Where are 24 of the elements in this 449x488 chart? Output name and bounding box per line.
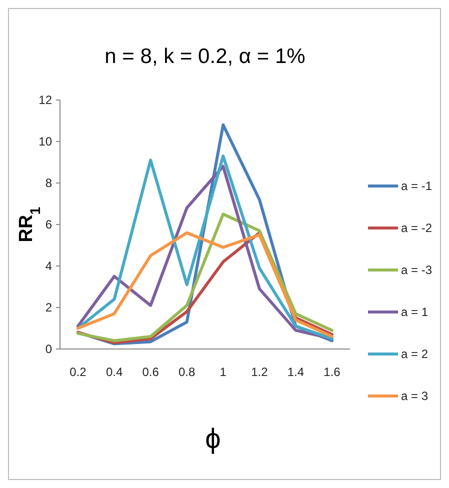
legend-label: a = -3 bbox=[401, 263, 432, 278]
y-tick-label: 12 bbox=[38, 93, 52, 108]
x-tick-label: 0.8 bbox=[178, 365, 196, 379]
legend-label: a = 2 bbox=[401, 347, 428, 362]
legend-label: a = -1 bbox=[401, 179, 432, 194]
y-tick-label: 10 bbox=[38, 134, 52, 149]
y-tick-label: 2 bbox=[45, 300, 52, 315]
x-tick-label: 1.2 bbox=[251, 365, 268, 379]
x-axis-title: ϕ bbox=[205, 423, 221, 454]
y-tick-label: 8 bbox=[45, 176, 52, 190]
y-tick-label: 6 bbox=[45, 218, 52, 232]
x-tick-label: 0.6 bbox=[142, 365, 160, 379]
x-tick-label: 1.4 bbox=[287, 365, 304, 379]
x-tick-label: 0.2 bbox=[70, 365, 87, 379]
legend-label: a = 1 bbox=[401, 305, 428, 320]
x-tick-label: 1.6 bbox=[324, 365, 341, 379]
legend-label: a = 3 bbox=[401, 389, 428, 404]
line-series bbox=[76, 212, 334, 342]
y-tick-label: 0 bbox=[45, 342, 52, 356]
x-tick-label: 0.4 bbox=[106, 365, 123, 379]
chart-title: n = 8, k = 0.2, α = 1% bbox=[104, 45, 306, 68]
y-tick-label: 4 bbox=[45, 259, 52, 274]
x-tick-label: 1 bbox=[220, 365, 227, 379]
legend-label: a = -2 bbox=[401, 221, 432, 236]
